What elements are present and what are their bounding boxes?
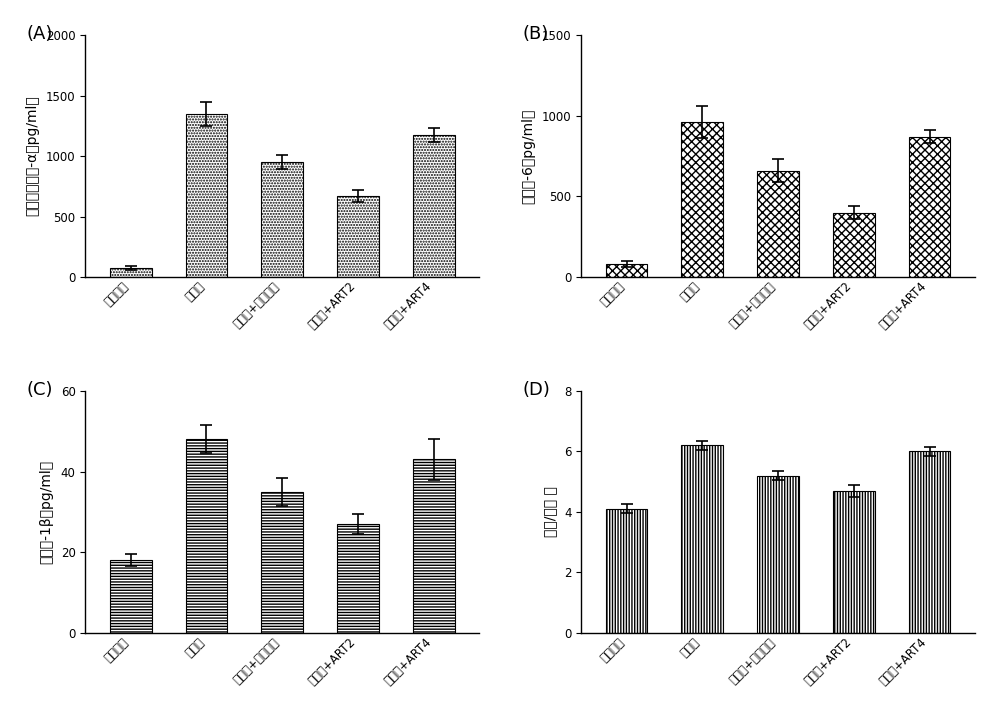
Bar <box>606 509 647 633</box>
Bar <box>681 122 723 277</box>
Y-axis label: 白介素-6（pg/ml）: 白介素-6（pg/ml） <box>521 108 535 204</box>
Y-axis label: 脾脏/干重 比: 脾脏/干重 比 <box>543 486 557 538</box>
Bar <box>261 492 303 633</box>
Bar <box>757 170 799 277</box>
Bar <box>757 476 799 633</box>
Bar <box>337 524 379 633</box>
Bar <box>186 113 227 277</box>
Bar <box>833 212 875 277</box>
Bar <box>337 196 379 277</box>
Bar <box>606 265 647 277</box>
Bar <box>413 135 455 277</box>
Bar <box>110 268 152 277</box>
Text: (B): (B) <box>522 25 548 43</box>
Text: (A): (A) <box>26 25 53 43</box>
Bar <box>186 439 227 633</box>
Bar <box>681 446 723 633</box>
Bar <box>833 491 875 633</box>
Bar <box>261 162 303 277</box>
Bar <box>909 451 950 633</box>
Bar <box>413 459 455 633</box>
Bar <box>110 560 152 633</box>
Text: (C): (C) <box>26 381 53 399</box>
Y-axis label: 肿瘾坏死因子-α（pg/ml）: 肿瘾坏死因子-α（pg/ml） <box>25 96 39 217</box>
Text: (D): (D) <box>522 381 550 399</box>
Y-axis label: 白介素-1β（pg/ml）: 白介素-1β（pg/ml） <box>40 460 54 564</box>
Bar <box>909 137 950 277</box>
